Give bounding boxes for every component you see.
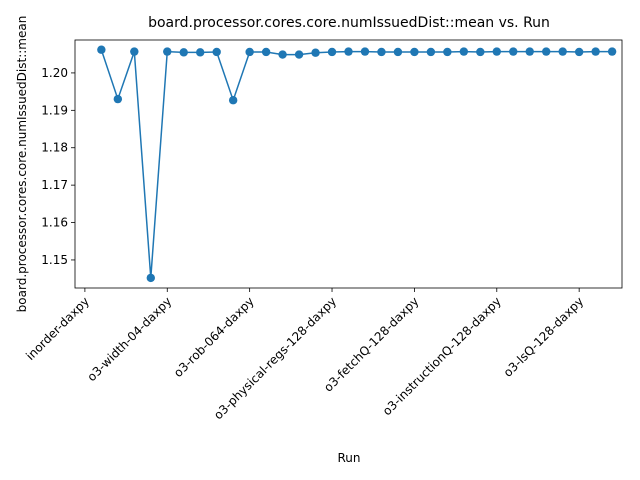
data-point [327,47,337,57]
y-tick-label: 1.18 [41,141,68,155]
data-point [393,47,403,57]
data-point [278,50,287,59]
data-point [377,47,386,57]
data-point [146,273,155,283]
data-point [245,47,254,57]
data-point [558,47,567,56]
data-point [574,47,584,57]
y-axis-title: board.processor.cores.core.numIssuedDist… [15,16,29,313]
data-point [163,47,172,56]
data-point [97,45,106,54]
y-tick-label: 1.19 [41,103,68,117]
data-point [607,47,617,56]
data-point [459,47,469,56]
data-point [212,47,221,57]
data-point [113,94,123,104]
chart-title: board.processor.cores.core.numIssuedDist… [148,15,550,31]
y-tick-label: 1.17 [41,178,68,192]
data-point [426,47,436,57]
data-point [344,47,353,56]
data-point [130,47,139,56]
y-tick-label: 1.15 [41,253,68,267]
plot-area [97,45,617,283]
data-point [492,47,501,56]
data-point [196,48,205,57]
y-axis-ticks: 1.15 1.16 1.17 1.18 1.19 1.20 [41,66,75,267]
data-point [476,47,485,57]
y-tick-label: 1.16 [41,216,68,230]
data-point [294,50,304,59]
data-point [591,47,600,56]
data-point [261,47,271,57]
data-point [443,47,452,57]
data-point [509,47,518,56]
data-point [525,47,534,56]
axes-frame [74,39,623,289]
data-point [311,48,320,57]
data-point [410,47,419,57]
data-point [179,48,188,57]
data-point [542,47,551,56]
data-point [360,47,370,56]
y-tick-label: 1.20 [41,66,68,80]
data-point [228,96,238,105]
x-axis-title: Run [337,451,360,465]
